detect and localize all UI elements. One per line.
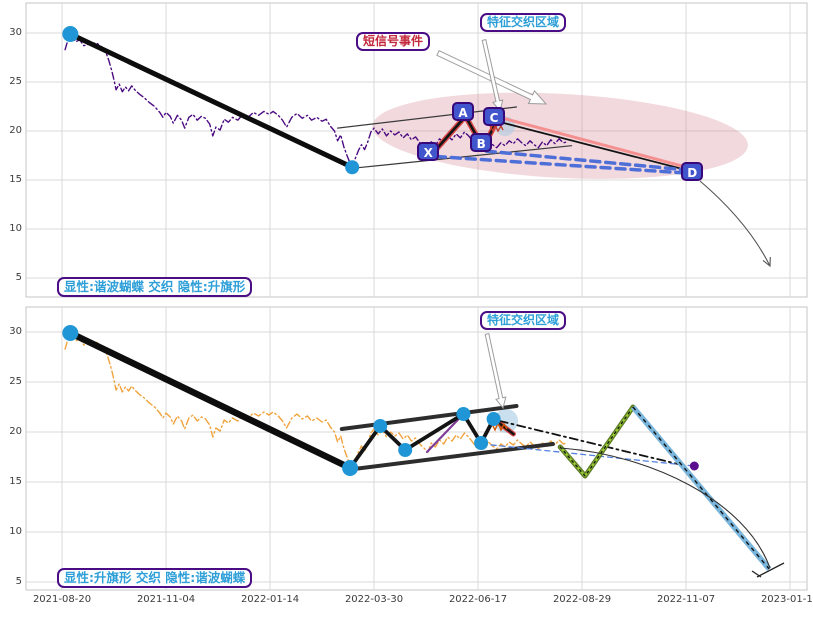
y-tick-label: 20 (9, 125, 22, 136)
harmonic-point-label-A: A (452, 102, 475, 121)
y-tick-label: 25 (9, 376, 22, 387)
x-tick-label: 2021-08-20 (32, 594, 92, 605)
pivot-dot (342, 460, 359, 476)
flag-vertex-dot (474, 436, 489, 450)
butterfly-cd-line (495, 120, 693, 173)
impulse-line-top (67, 31, 355, 170)
flagpole-line (67, 329, 354, 472)
harmonic-point-label-B: B (470, 132, 493, 152)
arrowhead-icon (762, 256, 771, 268)
pivot-dot (62, 25, 79, 42)
y-tick-label: 10 (9, 223, 22, 234)
hidden-flag-channel-lower (352, 145, 573, 169)
flag-vertex-dot (373, 419, 388, 433)
x-tick-label: 2023-01-16 (760, 594, 813, 605)
y-tick-label: 20 (9, 426, 22, 437)
flag-vertex-dot (486, 412, 501, 426)
hidden-butterfly-cd-dashdot (498, 420, 687, 467)
y-tick-label: 30 (9, 326, 22, 337)
hidden-d-dot (689, 461, 699, 471)
y-tick-label: 5 (15, 576, 22, 587)
interweave-arrow-icon-top (481, 39, 504, 113)
harmonic-point-label-C: C (483, 107, 506, 126)
x-tick-label: 2021-11-04 (136, 594, 196, 605)
harmonic-point-label-D: D (681, 162, 704, 182)
bottom-panel-caption: 显性:升旗形 交织 隐性:谐波蝴蝶 (57, 568, 253, 588)
x-tick-label: 2022-11-07 (656, 594, 716, 605)
x-tick-label: 2022-01-14 (240, 594, 300, 605)
signal-scribble-top (489, 123, 504, 133)
y-tick-label: 30 (9, 27, 22, 38)
price-line-top (64, 32, 569, 169)
y-tick-label: 15 (9, 476, 22, 487)
interweave-zone-annotation-top: 特征交织区域 (480, 13, 567, 32)
flag-vertex-dot (398, 443, 413, 457)
butterfly-xd-dashed (434, 154, 688, 175)
projection-curve-bottom (560, 447, 771, 569)
signal-scribble-bottom (491, 421, 508, 432)
projection-end-tick (751, 570, 762, 578)
panel-frame (25, 306, 808, 591)
panel-frame (25, 2, 808, 298)
blue-projection-dashes (632, 406, 770, 570)
short-signal-line (496, 115, 692, 170)
y-tick-label: 10 (9, 526, 22, 537)
projection-end-tick (756, 562, 785, 578)
top-panel-caption: 显性:谐波蝴蝶 交织 隐性:升旗形 (57, 277, 253, 297)
projection-curve-top (699, 180, 771, 267)
y-tick-label: 15 (9, 174, 22, 185)
flag-vertex-dot (456, 407, 471, 421)
interweave-arrow-icon-bottom (484, 333, 507, 410)
flag-channel-upper (339, 404, 519, 431)
x-tick-label: 2022-08-29 (552, 594, 612, 605)
interweave-zone-annotation-bottom: 特征交织区域 (480, 311, 567, 330)
hidden-butterfly-bd-dashed (481, 443, 695, 467)
x-tick-label: 2022-03-30 (344, 594, 404, 605)
x-tick-label: 2022-06-17 (448, 594, 508, 605)
y-tick-label: 25 (9, 76, 22, 87)
pivot-dot (62, 325, 79, 341)
y-tick-label: 5 (15, 272, 22, 283)
butterfly-bd-dashed (484, 149, 686, 172)
short-signal-annotation: 短信号事件 (356, 32, 431, 51)
harmonic-point-label-X: X (417, 141, 440, 161)
hidden-butterfly-xa (425, 412, 465, 454)
green-projection-dots (559, 406, 634, 477)
pivot-dot (345, 160, 360, 175)
